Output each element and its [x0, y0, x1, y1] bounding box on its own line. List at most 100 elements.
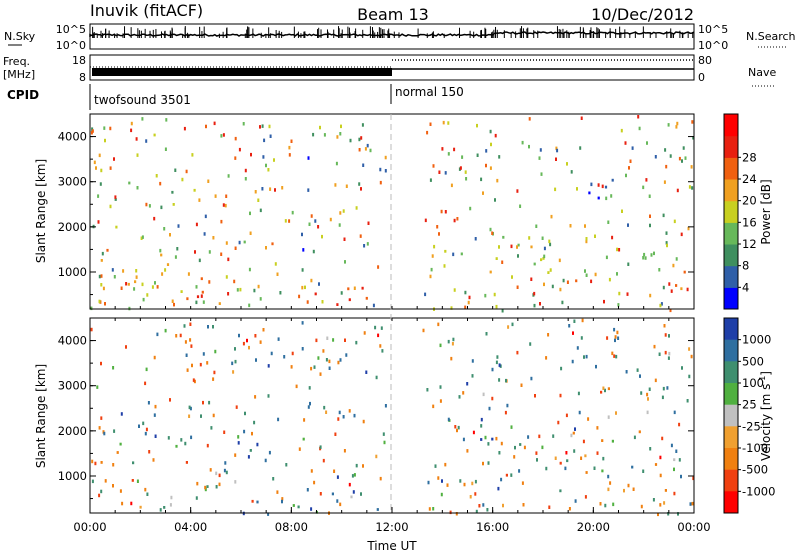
- scatter-cell: [146, 492, 149, 496]
- scatter-cell: [472, 430, 475, 435]
- scatter-cell: [268, 450, 271, 455]
- colorbar-tick-label: 100: [742, 376, 764, 390]
- scatter-cell: [180, 290, 183, 293]
- scatter-cell: [529, 342, 532, 346]
- scatter-cell: [148, 204, 151, 208]
- x-tick-label: 08:00: [275, 520, 308, 534]
- scatter-cell: [338, 223, 341, 227]
- scatter-cell: [139, 505, 142, 509]
- scatter-cell: [319, 492, 322, 496]
- scatter-cell: [628, 166, 630, 170]
- scatter-cell: [579, 146, 582, 150]
- scatter-cell: [670, 289, 673, 293]
- scatter-cell: [543, 254, 546, 259]
- scatter-cell: [166, 263, 170, 266]
- scatter-cell: [480, 438, 483, 441]
- scatter-cell: [343, 449, 346, 453]
- scatter-cell: [617, 336, 620, 340]
- scatter-cell: [109, 166, 112, 170]
- scatter-cell: [144, 487, 147, 492]
- scatter-cell: [575, 279, 578, 283]
- scatter-cell: [606, 336, 609, 340]
- scatter-cell: [659, 473, 662, 478]
- scatter-cell: [112, 484, 114, 488]
- scatter-cell: [236, 288, 239, 292]
- scatter-cell: [450, 306, 453, 310]
- scatter-cell: [208, 250, 211, 254]
- colorbar-swatch: [724, 318, 738, 341]
- scatter-cell: [554, 456, 557, 460]
- nave-tick-top: 80: [698, 54, 712, 67]
- scatter-cell: [279, 291, 282, 295]
- scatter-cell: [444, 249, 447, 253]
- scatter-cell: [649, 293, 652, 298]
- scatter-cell: [332, 338, 335, 342]
- scatter-cell: [238, 240, 241, 245]
- scatter-cell: [510, 425, 513, 429]
- scatter-cell: [322, 458, 325, 463]
- scatter-cell: [551, 284, 554, 289]
- scatter-cell: [464, 305, 467, 310]
- scatter-cell: [285, 463, 288, 467]
- scatter-cell: [432, 404, 435, 409]
- scatter-cell: [121, 501, 124, 506]
- scatter-cell: [358, 148, 361, 152]
- scatter-cell: [254, 395, 257, 399]
- scatter-cell: [153, 355, 156, 360]
- scatter-cell: [284, 219, 287, 223]
- scatter-cell: [461, 155, 464, 159]
- scatter-cell: [521, 140, 524, 145]
- scatter-cell: [98, 153, 101, 158]
- scatter-cell: [642, 469, 645, 473]
- scatter-cell: [494, 198, 496, 202]
- scatter-cell: [430, 267, 433, 272]
- scatter-cell: [499, 364, 502, 368]
- scatter-cell: [677, 512, 679, 516]
- scatter-cell: [188, 414, 191, 418]
- velocity-panel: 1000 2000 3000 4000 00:00 04:00 08:00 12:00 16:…: [34, 306, 775, 553]
- scatter-cell: [437, 476, 440, 480]
- scatter-cell: [372, 303, 375, 308]
- scatter-cell: [362, 464, 364, 468]
- colorbar-swatch: [724, 157, 738, 180]
- scatter-cell: [668, 334, 670, 338]
- power-panel: 1000 2000 3000 4000 Slant Range [km] 4 8 12 16…: [34, 113, 773, 313]
- scatter-cell: [625, 173, 627, 178]
- scatter-cell: [436, 225, 439, 229]
- scatter-cell: [195, 300, 198, 305]
- scatter-cell: [274, 262, 277, 266]
- scatter-cell: [614, 338, 616, 343]
- scatter-cell: [453, 218, 456, 223]
- scatter-cell: [93, 160, 96, 165]
- scatter-cell: [155, 174, 158, 178]
- scatter-cell: [543, 246, 546, 251]
- scatter-cell: [173, 302, 175, 307]
- scatter-cell: [235, 405, 238, 409]
- scatter-cell: [303, 418, 306, 422]
- colorbar-tick-label: 500: [742, 354, 764, 368]
- scatter-cell: [204, 214, 207, 219]
- scatter-cell: [464, 290, 467, 295]
- scatter-cell: [277, 337, 280, 341]
- scatter-cell: [348, 482, 351, 487]
- scatter-cell: [90, 327, 93, 332]
- scatter-cell: [350, 495, 353, 499]
- scatter-cell: [602, 386, 605, 390]
- scatter-cell: [218, 482, 221, 487]
- scatter-cell: [453, 147, 456, 152]
- scatter-cell: [533, 262, 536, 266]
- scatter-cell: [276, 272, 279, 276]
- scatter-cell: [208, 280, 211, 284]
- scatter-cell: [125, 345, 127, 349]
- scatter-cell: [103, 126, 106, 130]
- scatter-cell: [482, 191, 484, 195]
- scatter-cell: [202, 300, 205, 304]
- scatter-cell: [215, 485, 218, 489]
- scatter-cell: [100, 361, 102, 366]
- scatter-cell: [519, 443, 522, 446]
- scatter-cell: [663, 501, 666, 505]
- x-tick-label: 20:00: [577, 520, 610, 534]
- scatter-cell: [344, 260, 346, 264]
- scatter-cell: [576, 187, 578, 191]
- scatter-cell: [621, 209, 623, 213]
